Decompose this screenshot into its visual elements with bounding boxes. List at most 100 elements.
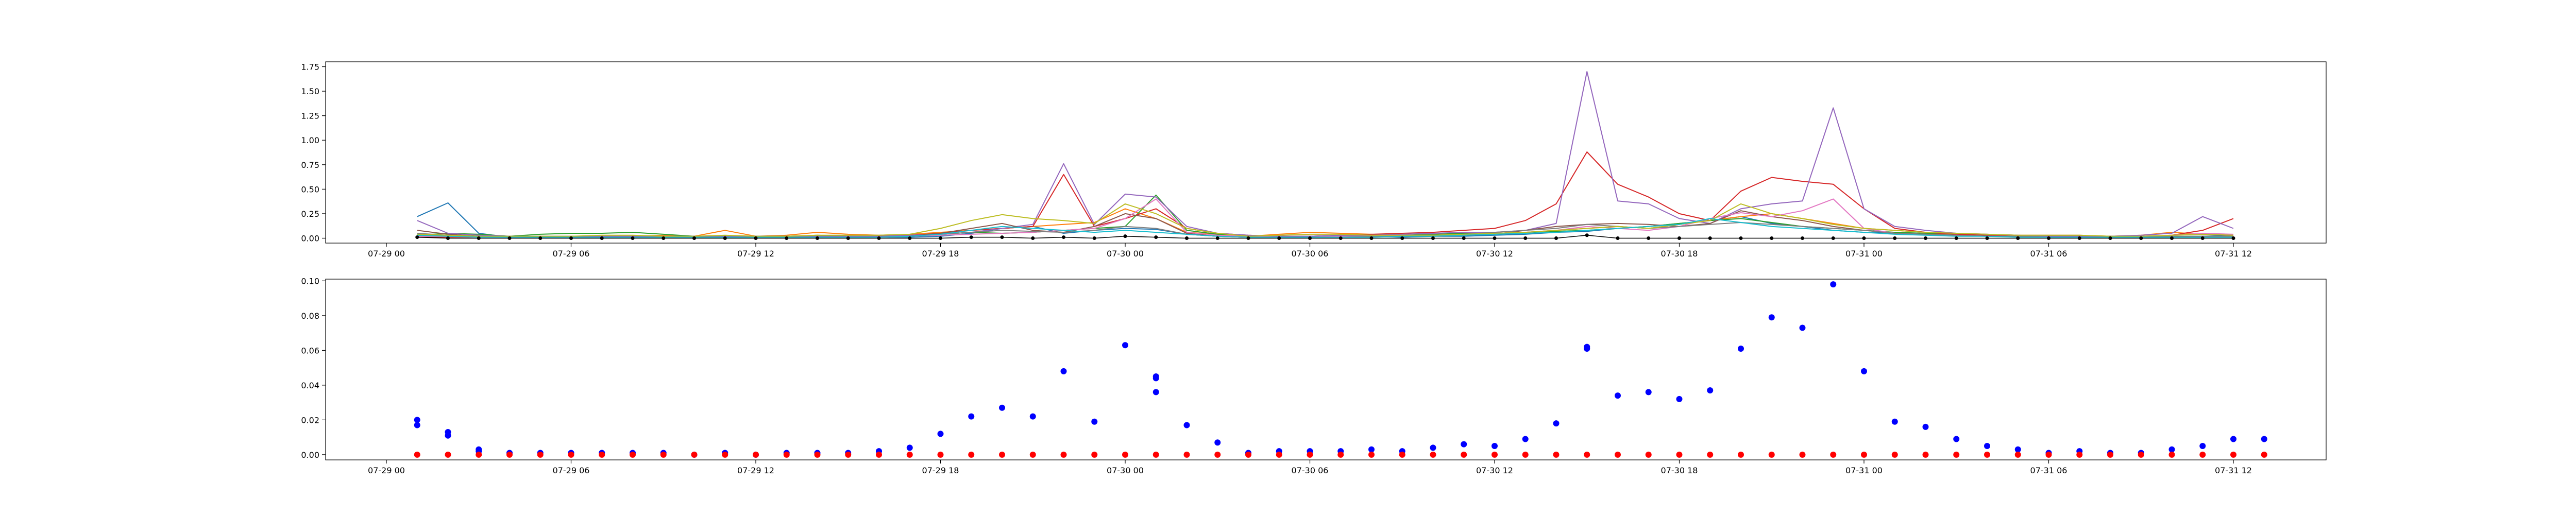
series-point <box>1554 236 1558 240</box>
series-point <box>877 236 881 240</box>
scatter-point-blue <box>1091 418 1098 425</box>
scatter-point-blue <box>1553 420 1560 427</box>
series-point <box>1647 236 1651 240</box>
series-point <box>1708 236 1712 240</box>
x-tick-label: 07-29 06 <box>553 466 590 475</box>
y-tick-label: 1.00 <box>301 135 319 145</box>
series-point <box>1862 236 1866 240</box>
x-tick-label: 07-30 06 <box>1292 466 1329 475</box>
scatter-point-red <box>1707 451 1714 458</box>
series-point <box>1462 236 1466 240</box>
scatter-point-blue <box>414 422 420 428</box>
scatter-point-red <box>2230 451 2236 458</box>
x-tick-label: 07-30 18 <box>1661 466 1698 475</box>
x-tick-label: 07-29 18 <box>922 249 959 259</box>
y-tick-label: 1.25 <box>301 111 319 121</box>
scatter-point-blue <box>1368 446 1375 453</box>
y-tick-label: 0.50 <box>301 184 319 194</box>
scatter-point-blue <box>1615 392 1621 399</box>
scatter-point-blue <box>1060 368 1067 374</box>
series-point <box>2139 236 2143 240</box>
scatter-point-red <box>1122 451 1128 458</box>
series-point <box>1616 236 1620 240</box>
scatter-point-red <box>1029 451 1036 458</box>
scatter-point-red <box>2168 451 2175 458</box>
scatter-point-red <box>999 451 1005 458</box>
plot-area <box>414 281 2267 458</box>
scatter-point-red <box>2076 451 2083 458</box>
scatter-point-red <box>1368 451 1375 458</box>
series-point <box>1338 236 1343 240</box>
scatter-point-red <box>660 451 667 458</box>
x-tick-label: 07-31 00 <box>1845 466 1883 475</box>
scatter-point-red <box>937 451 944 458</box>
series-point <box>1677 236 1681 240</box>
scatter-point-blue <box>1953 436 1960 442</box>
series-point <box>1154 235 1158 239</box>
scatter-point-blue <box>1214 439 1221 446</box>
series-point <box>1924 236 1927 240</box>
scatter-point-red <box>722 451 728 458</box>
series-point <box>846 236 850 240</box>
scatter-point-red <box>906 451 913 458</box>
scatter-point-red <box>1861 451 1867 458</box>
y-tick-label: 0.75 <box>301 160 319 170</box>
scatter-point-blue <box>1029 413 1036 420</box>
series-point <box>1523 236 1528 240</box>
scatter-point-blue <box>2199 443 2206 449</box>
y-tick-label: 0.00 <box>301 450 319 460</box>
scatter-point-red <box>1399 451 1405 458</box>
scatter-point-red <box>2138 451 2144 458</box>
scatter-point-red <box>1738 451 1744 458</box>
scatter-point-red <box>2014 451 2021 458</box>
scatter-point-red <box>630 451 636 458</box>
scatter-point-blue <box>1768 314 1775 321</box>
y-tick-label: 0.10 <box>301 276 319 286</box>
scatter-point-blue <box>937 431 944 437</box>
x-tick-label: 07-31 00 <box>1845 249 1883 259</box>
scatter-point-blue <box>1861 368 1867 374</box>
scatter-point-red <box>1891 451 1898 458</box>
scatter-point-red <box>1276 451 1282 458</box>
scatter-point-red <box>1492 451 1498 458</box>
series-point <box>2077 236 2081 240</box>
scatter-point-red <box>1584 451 1590 458</box>
series-line-10 <box>417 235 2233 239</box>
series-line-8 <box>417 203 2234 237</box>
series-point <box>1831 236 1835 240</box>
scatter-point-red <box>1953 451 1960 458</box>
x-tick-label: 07-30 12 <box>1476 466 1513 475</box>
y-tick-label: 0.06 <box>301 346 319 355</box>
series-point <box>1893 236 1897 240</box>
scatter-point-blue <box>1922 423 1929 430</box>
scatter-point-red <box>1553 451 1560 458</box>
bottom-scatter-chart: 07-29 00 07-29 06 07-29 12 07-29 18 07-30 00… <box>301 276 2327 475</box>
scatter-point-blue <box>1891 418 1898 425</box>
scatter-point-red <box>1060 451 1067 458</box>
scatter-point-red <box>814 451 821 458</box>
series-point <box>1031 236 1035 240</box>
series-point <box>1739 236 1743 240</box>
scatter-point-blue <box>1461 441 1467 448</box>
scatter-point-red <box>1522 451 1529 458</box>
scatter-point-blue <box>2014 446 2021 453</box>
scatter-point-red <box>1984 451 1990 458</box>
scatter-point-red <box>1799 451 1806 458</box>
scatter-point-blue <box>1645 389 1652 396</box>
series-point <box>1369 236 1374 240</box>
scatter-point-blue <box>999 404 1005 411</box>
scatter-point-blue <box>2261 436 2267 442</box>
scatter-point-red <box>2107 451 2113 458</box>
scatter-point-red <box>2199 451 2206 458</box>
scatter-point-red <box>845 451 852 458</box>
x-tick-label: 07-31 12 <box>2215 466 2252 475</box>
series-point <box>477 236 481 240</box>
scatter-point-red <box>1091 451 1098 458</box>
series-point <box>1062 235 1065 239</box>
series-point <box>2016 236 2020 240</box>
axes-frame <box>325 279 2327 460</box>
y-tick-label: 0.00 <box>301 233 319 243</box>
scatter-point-red <box>1830 451 1837 458</box>
